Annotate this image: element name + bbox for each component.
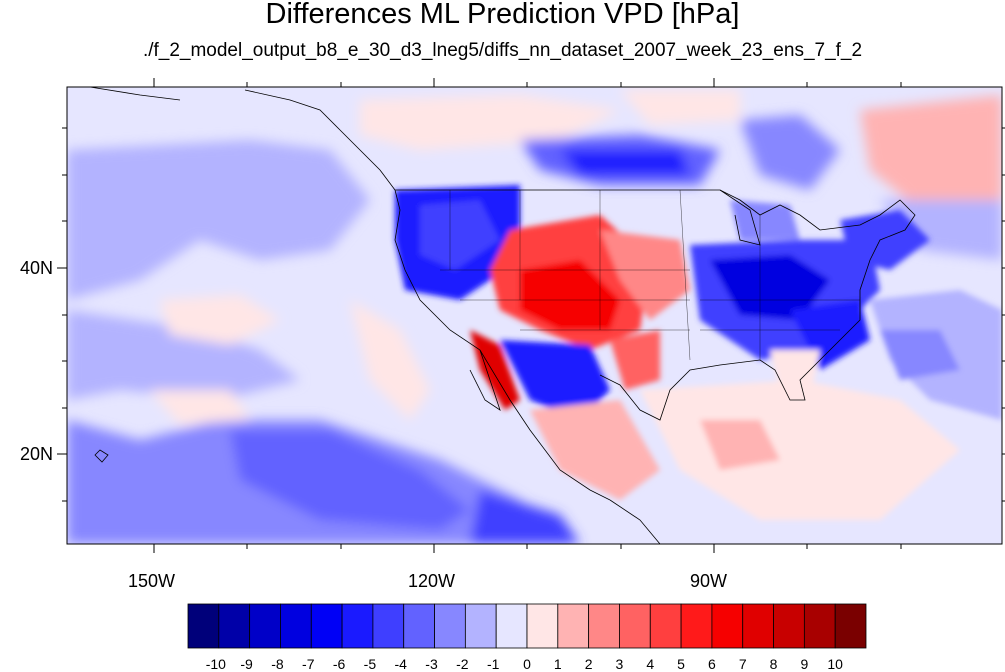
chart-title: Differences ML Prediction VPD [hPa]: [265, 0, 740, 30]
colorbar-box: [619, 603, 651, 649]
field-pacific-pink: [160, 295, 280, 345]
colorbar-tick-label: 2: [584, 656, 593, 672]
field-hudson-blue: [740, 115, 840, 190]
colorbar-tick-label: -2: [456, 656, 469, 672]
colorbar-box: [557, 603, 590, 649]
colorbar-tick-label: -5: [363, 656, 377, 672]
lat-label-20n: 20N: [20, 444, 54, 464]
field-gulf-pink: [640, 380, 960, 520]
field-north-pink: [620, 90, 740, 125]
colorbar-tick-label: -3: [425, 656, 438, 672]
field-northwest-mid: [420, 200, 500, 270]
colorbar-tick-label: -9: [240, 656, 253, 672]
colorbar-tick-label: 10: [827, 656, 843, 672]
colorbar-box: [464, 603, 497, 649]
colorbar-tick-label: 8: [769, 656, 778, 672]
colorbar-box: [588, 603, 620, 649]
field-mexico-pink: [530, 400, 660, 500]
colorbar-tick-label: 1: [553, 656, 562, 672]
field-pacific-pink2: [150, 390, 250, 425]
field-northeast-blue: [840, 210, 930, 270]
field-atlantic-mid: [880, 330, 960, 380]
field-canada-pink: [360, 95, 620, 150]
colorbar-tick-label: -7: [302, 656, 315, 672]
colorbar-box: [341, 603, 374, 649]
field-mexico-red: [470, 330, 520, 410]
colorbar-box: [680, 603, 713, 649]
field-pacific-southwest: [470, 490, 580, 544]
colorbar-box: [773, 603, 805, 649]
colorbar-box: [280, 603, 312, 649]
state-borders: [440, 189, 860, 361]
field-pacific-south-core: [230, 430, 470, 530]
colorbar-tick-label: 5: [677, 656, 685, 672]
colorbar-box: [310, 603, 343, 649]
field-quebec-blue: [880, 200, 1002, 260]
colorbar-box: [495, 603, 528, 649]
colorbar-box: [372, 603, 405, 649]
field-texas-red: [610, 330, 660, 390]
colorbar-tick-label: 7: [738, 656, 747, 672]
colorbar-box: [711, 603, 744, 649]
field-canada-core: [560, 150, 690, 175]
colorbar-tick-label: 4: [646, 656, 655, 672]
colorbar-tick-label: 3: [615, 656, 624, 672]
colorbar-box: [187, 603, 220, 649]
colorbar-tick-label: -1: [486, 656, 500, 672]
colorbar-tick-label: -10: [205, 656, 226, 672]
lon-label-120w: 120W: [408, 571, 456, 591]
colorbar-box: [526, 603, 559, 649]
colorbar-box: [218, 603, 251, 649]
colorbar-box: [403, 603, 435, 649]
colorbar-tick-label: -8: [271, 656, 284, 672]
field-plains-pink: [600, 230, 690, 320]
field-southwest-blue: [500, 340, 610, 420]
field-east-coast-blue: [790, 300, 870, 370]
map-ticks: [57, 78, 1005, 553]
colorbar-box: [249, 603, 281, 649]
lat-label-40n: 40N: [20, 258, 54, 278]
colorbar-tick-label: -6: [332, 656, 346, 672]
lon-label-150w: 150W: [128, 571, 176, 591]
field-ne-canada-pink: [860, 95, 1002, 210]
chart-subtitle: ./f_2_model_output_b8_e_30_d3_lneg5/diff…: [142, 40, 863, 61]
lon-label-90w: 90W: [690, 571, 728, 591]
field-greatlakes-blue: [730, 200, 800, 240]
colorbar-box: [803, 603, 836, 649]
colorbar-box: [742, 603, 774, 649]
coastlines: [89, 87, 916, 544]
field-gulf-pink2: [700, 420, 780, 470]
field-rockies-core: [520, 260, 620, 330]
colorbar-box: [434, 603, 466, 649]
field-west-coast-pink: [350, 300, 430, 420]
field-midwest-core: [710, 255, 830, 320]
colorbar-box: [834, 603, 867, 649]
colorbar-tick-label: -4: [394, 656, 407, 672]
field-pacific-north: [67, 140, 370, 300]
colorbar-tick-label: 0: [523, 656, 531, 672]
field-florida-pink: [770, 350, 820, 400]
colorbar-tick-label: 9: [800, 656, 809, 672]
field-pacific-central: [67, 310, 300, 400]
colorbar-tick-label: 6: [708, 656, 716, 672]
colorbar-box: [649, 603, 682, 649]
